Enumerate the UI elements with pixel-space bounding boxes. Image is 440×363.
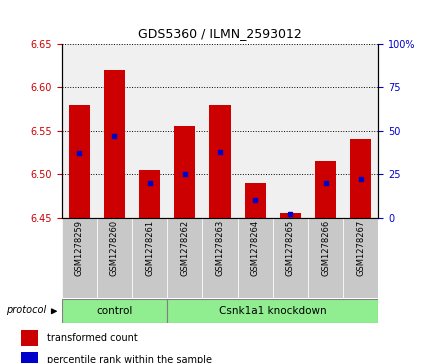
FancyBboxPatch shape [167, 299, 378, 323]
Text: GSM1278261: GSM1278261 [145, 220, 154, 276]
Bar [167, 218, 202, 298]
Bar [350, 139, 371, 218]
Bar [308, 218, 343, 298]
Text: percentile rank within the sample: percentile rank within the sample [47, 355, 212, 363]
Text: GSM1278265: GSM1278265 [286, 220, 295, 276]
Text: GSM1278259: GSM1278259 [75, 220, 84, 276]
Text: GSM1278266: GSM1278266 [321, 220, 330, 277]
Bar [22, 351, 38, 363]
Bar [62, 218, 97, 298]
Bar [245, 183, 266, 218]
Bar [104, 70, 125, 218]
Text: protocol: protocol [6, 305, 46, 315]
Bar [315, 161, 336, 218]
Bar [280, 213, 301, 218]
Bar [202, 218, 238, 298]
Text: Csnk1a1 knockdown: Csnk1a1 knockdown [219, 306, 326, 316]
Bar [209, 105, 231, 218]
Bar [343, 218, 378, 298]
Bar [174, 126, 195, 218]
Bar [97, 218, 132, 298]
Text: GSM1278260: GSM1278260 [110, 220, 119, 276]
Bar [139, 170, 160, 218]
Bar [132, 218, 167, 298]
Text: control: control [96, 306, 132, 316]
Title: GDS5360 / ILMN_2593012: GDS5360 / ILMN_2593012 [138, 26, 302, 40]
Bar [238, 218, 273, 298]
Bar [22, 330, 38, 346]
Bar [273, 218, 308, 298]
Text: GSM1278264: GSM1278264 [251, 220, 260, 276]
FancyBboxPatch shape [62, 299, 167, 323]
Text: GSM1278263: GSM1278263 [216, 220, 224, 277]
Text: GSM1278267: GSM1278267 [356, 220, 365, 277]
Bar [69, 105, 90, 218]
Text: transformed count: transformed count [47, 333, 138, 343]
Text: GSM1278262: GSM1278262 [180, 220, 189, 276]
